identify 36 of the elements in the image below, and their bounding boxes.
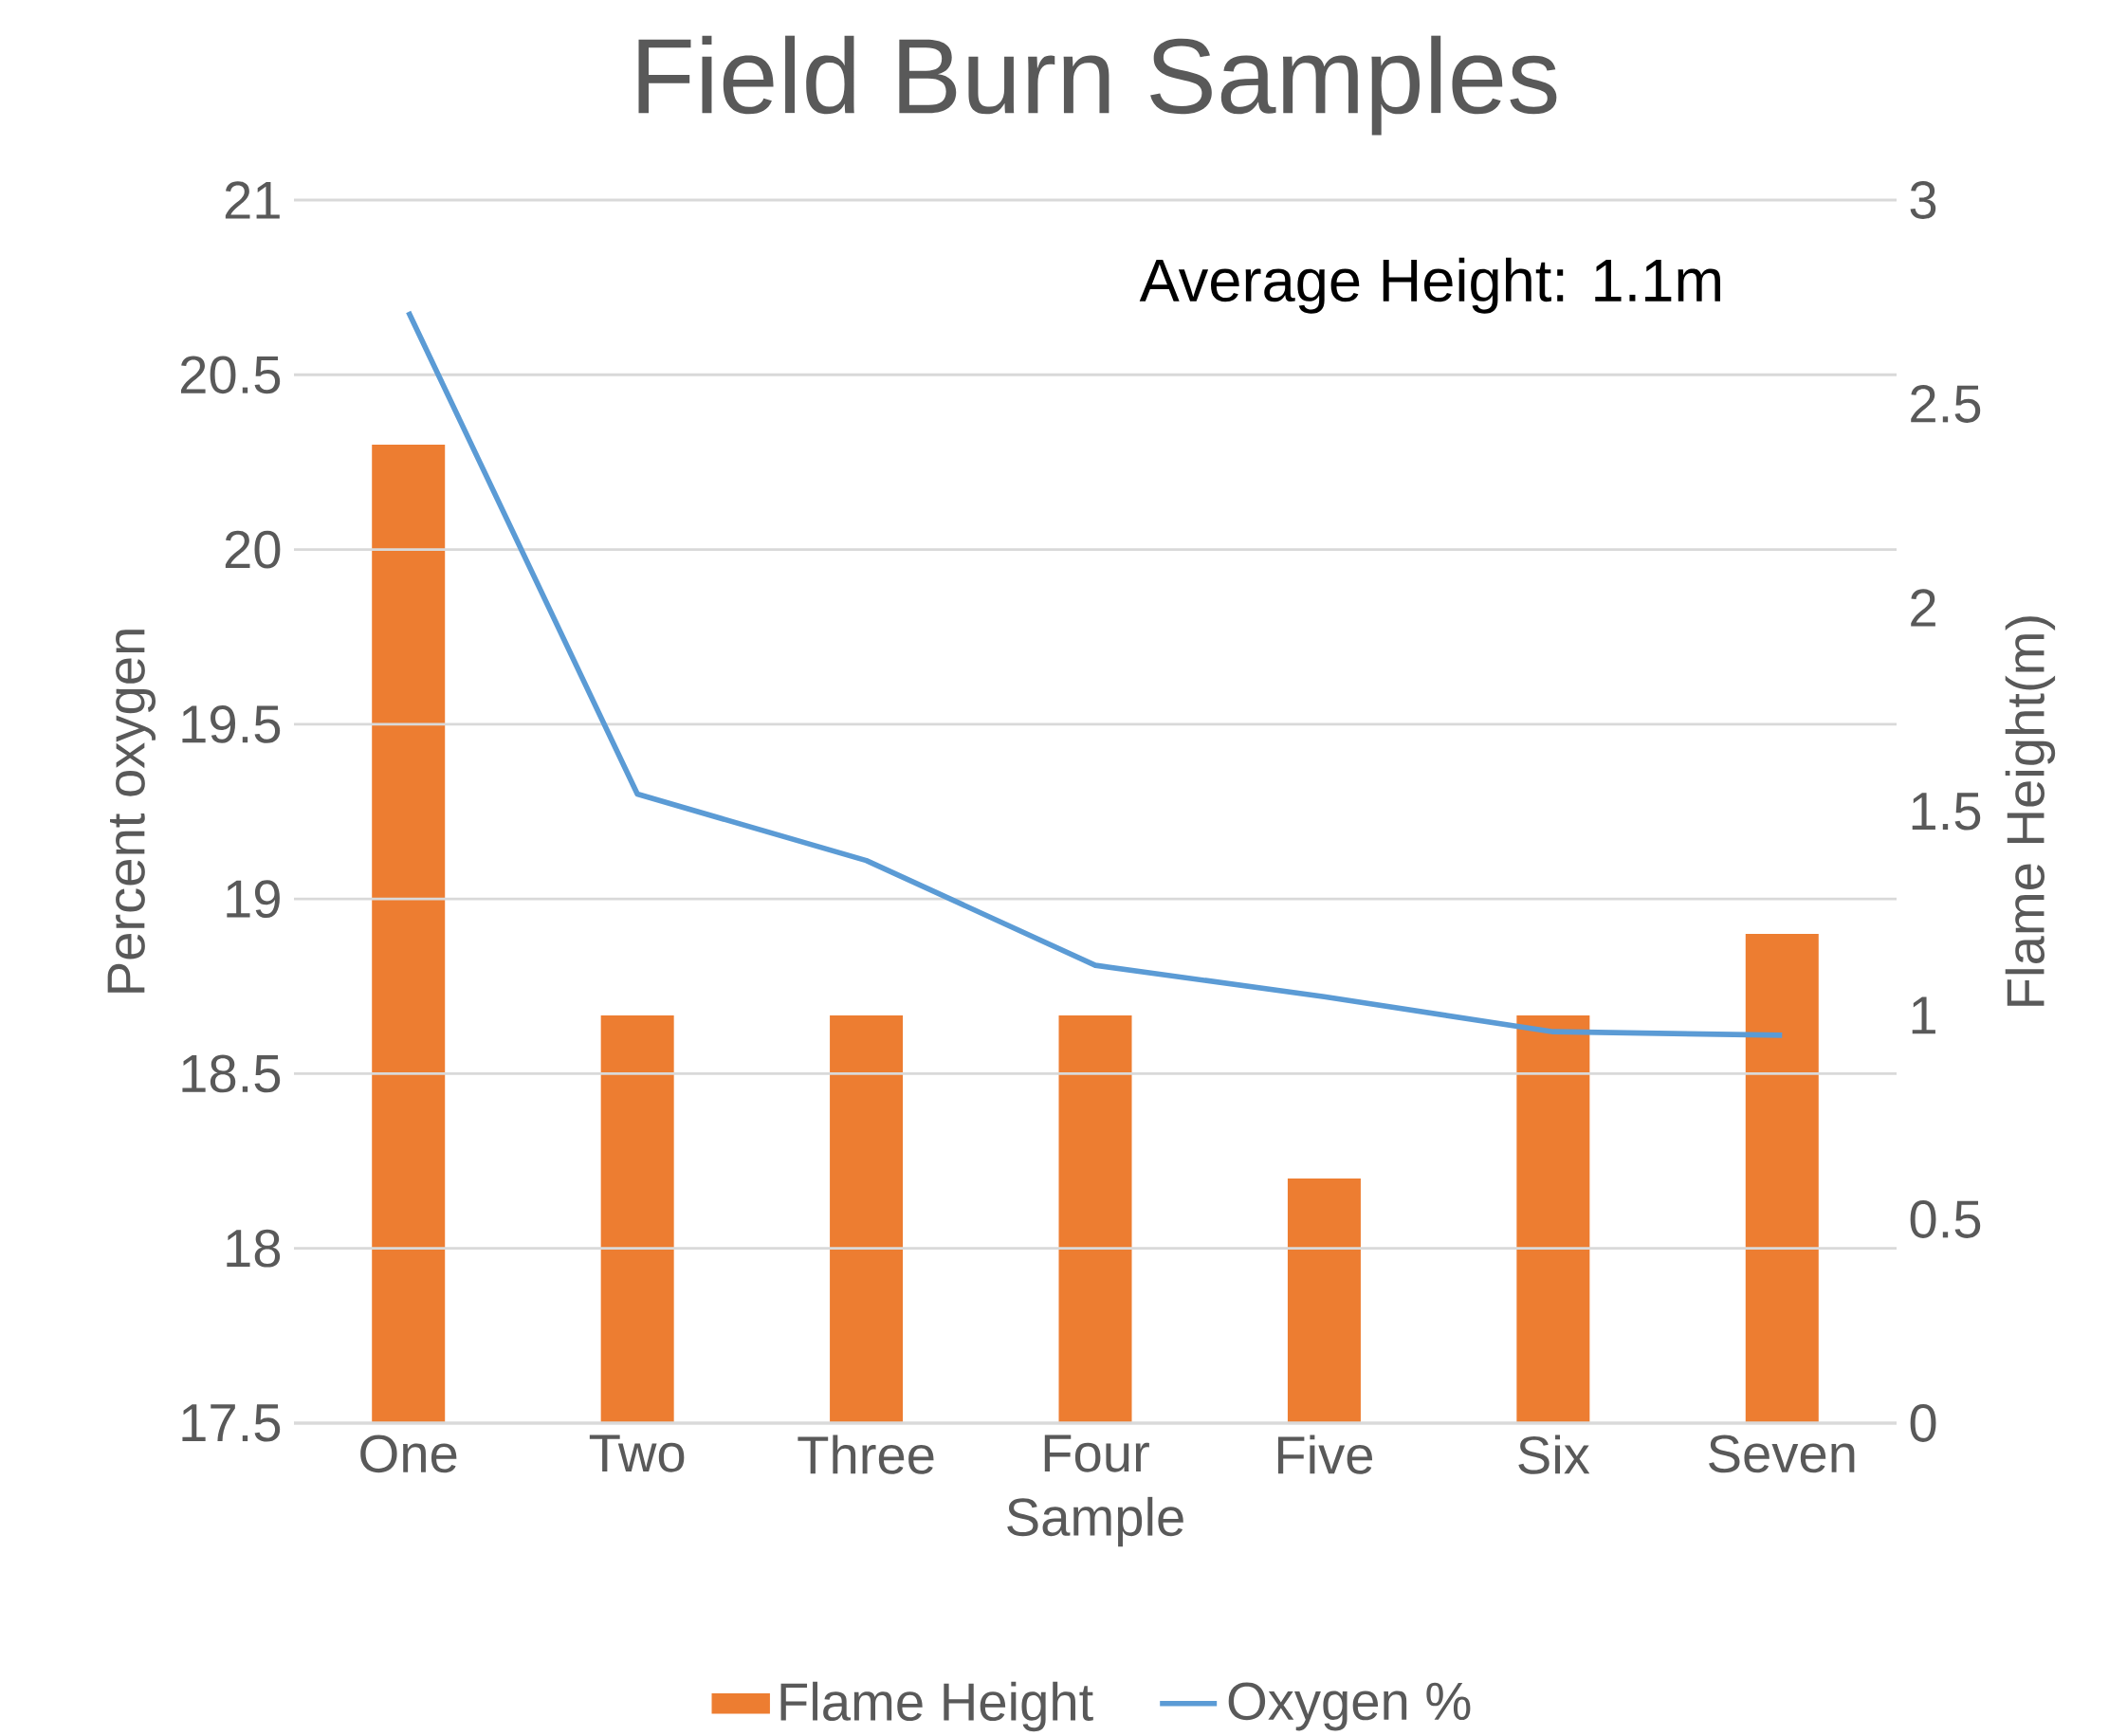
y-tick-label: 17.5 xyxy=(182,1404,281,1442)
y2-axis-title: Flame Height(m) xyxy=(2005,616,2056,1006)
x-tick-label: Two xyxy=(589,1434,685,1472)
x-tick-label: Three xyxy=(798,1434,934,1474)
y2-tick-label: 3 xyxy=(1910,181,1936,219)
legend-label: Flame Height xyxy=(780,1681,1093,1732)
bar xyxy=(600,1014,674,1423)
bar xyxy=(372,444,446,1423)
y-tick-label: 20.5 xyxy=(180,356,281,394)
x-axis-title: Sample xyxy=(1007,1496,1183,1547)
y2-tick-label: 1 xyxy=(1912,996,1935,1034)
y2-tick-label: 2 xyxy=(1911,589,1935,627)
y2-tick-label: 0 xyxy=(1910,1404,1936,1442)
x-tick-label: Four xyxy=(1044,1434,1149,1472)
x-tick-label: Seven xyxy=(1709,1434,1855,1473)
y2-tick-label: 1.5 xyxy=(1912,793,1981,831)
x-tick-label: Six xyxy=(1518,1434,1590,1474)
y-axis-title: Percent oxygen xyxy=(107,630,156,993)
y-tick-label: 21 xyxy=(225,181,280,219)
legend-label: Oxygen % xyxy=(1228,1682,1471,1731)
bar xyxy=(1287,1178,1361,1423)
y-tick-label: 19.5 xyxy=(182,704,281,743)
y-tick-label: 18 xyxy=(227,1229,281,1268)
x-tick-label: One xyxy=(360,1434,457,1473)
bar xyxy=(1516,1014,1590,1423)
y2-tick-label: 2.5 xyxy=(1911,385,1981,423)
x-tick-label: Five xyxy=(1277,1434,1373,1474)
bar xyxy=(1745,933,1819,1423)
annotation: Average Height: 1.1m xyxy=(1139,257,1720,314)
bar xyxy=(1058,1014,1132,1423)
y-tick-label: 20 xyxy=(225,530,281,569)
bar xyxy=(830,1014,904,1423)
y2-tick-label: 0.5 xyxy=(1910,1200,1981,1238)
chart-title: Field Burn Samples xyxy=(638,35,1557,136)
y-tick-label: 18.5 xyxy=(182,1054,281,1093)
y-tick-label: 19 xyxy=(227,880,280,919)
